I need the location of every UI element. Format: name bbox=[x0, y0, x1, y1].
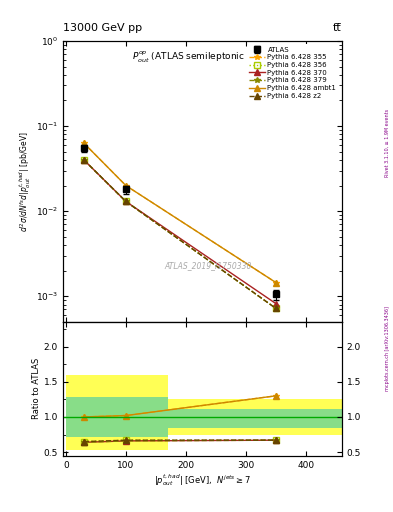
Pythia 6.428 370 bbox=[81, 157, 86, 163]
Text: tt̅: tt̅ bbox=[333, 23, 342, 33]
Y-axis label: $d^2\sigma / dN^{fs} d|p_{out}^{t,had}|$ [pb/GeV]: $d^2\sigma / dN^{fs} d|p_{out}^{t,had}|$… bbox=[17, 131, 33, 232]
Line: Pythia 6.428 370: Pythia 6.428 370 bbox=[81, 157, 279, 306]
Pythia 6.428 379 bbox=[81, 157, 86, 163]
Pythia 6.428 z2 bbox=[81, 157, 86, 163]
Line: Pythia 6.428 ambt1: Pythia 6.428 ambt1 bbox=[81, 140, 279, 285]
Pythia 6.428 379 bbox=[123, 199, 128, 205]
Text: Rivet 3.1.10, ≥ 1.9M events: Rivet 3.1.10, ≥ 1.9M events bbox=[385, 109, 390, 178]
Pythia 6.428 355 bbox=[81, 140, 86, 146]
Text: $P_{out}^{op}$ (ATLAS semileptonic t$\bar{t}$bar): $P_{out}^{op}$ (ATLAS semileptonic t$\ba… bbox=[132, 49, 273, 65]
Pythia 6.428 ambt1 bbox=[274, 280, 278, 286]
X-axis label: $|p_{out}^{t,had}|$ [GeV],  $N^{jets} \geq 7$: $|p_{out}^{t,had}|$ [GeV], $N^{jets} \ge… bbox=[154, 472, 251, 488]
Pythia 6.428 ambt1 bbox=[81, 140, 86, 146]
Legend: ATLAS, Pythia 6.428 355, Pythia 6.428 356, Pythia 6.428 370, Pythia 6.428 379, P: ATLAS, Pythia 6.428 355, Pythia 6.428 35… bbox=[247, 45, 338, 101]
Pythia 6.428 379 bbox=[274, 305, 278, 311]
Pythia 6.428 370 bbox=[274, 301, 278, 307]
Pythia 6.428 355 bbox=[274, 280, 278, 286]
Line: Pythia 6.428 379: Pythia 6.428 379 bbox=[81, 157, 279, 311]
Pythia 6.428 370 bbox=[123, 199, 128, 205]
Text: mcplots.cern.ch [arXiv:1306.3436]: mcplots.cern.ch [arXiv:1306.3436] bbox=[385, 306, 390, 391]
Pythia 6.428 z2 bbox=[274, 305, 278, 311]
Pythia 6.428 ambt1 bbox=[123, 182, 128, 188]
Line: Pythia 6.428 z2: Pythia 6.428 z2 bbox=[81, 157, 279, 311]
Pythia 6.428 355 bbox=[123, 182, 128, 188]
Pythia 6.428 z2 bbox=[123, 199, 128, 205]
Line: Pythia 6.428 356: Pythia 6.428 356 bbox=[81, 157, 279, 311]
Pythia 6.428 356 bbox=[81, 157, 86, 163]
Text: ATLAS_2019_I1750330: ATLAS_2019_I1750330 bbox=[164, 261, 252, 270]
Pythia 6.428 356 bbox=[123, 199, 128, 205]
Line: Pythia 6.428 355: Pythia 6.428 355 bbox=[81, 140, 279, 285]
Pythia 6.428 356 bbox=[274, 305, 278, 311]
Y-axis label: Ratio to ATLAS: Ratio to ATLAS bbox=[32, 358, 41, 419]
Text: 13000 GeV pp: 13000 GeV pp bbox=[63, 23, 142, 33]
